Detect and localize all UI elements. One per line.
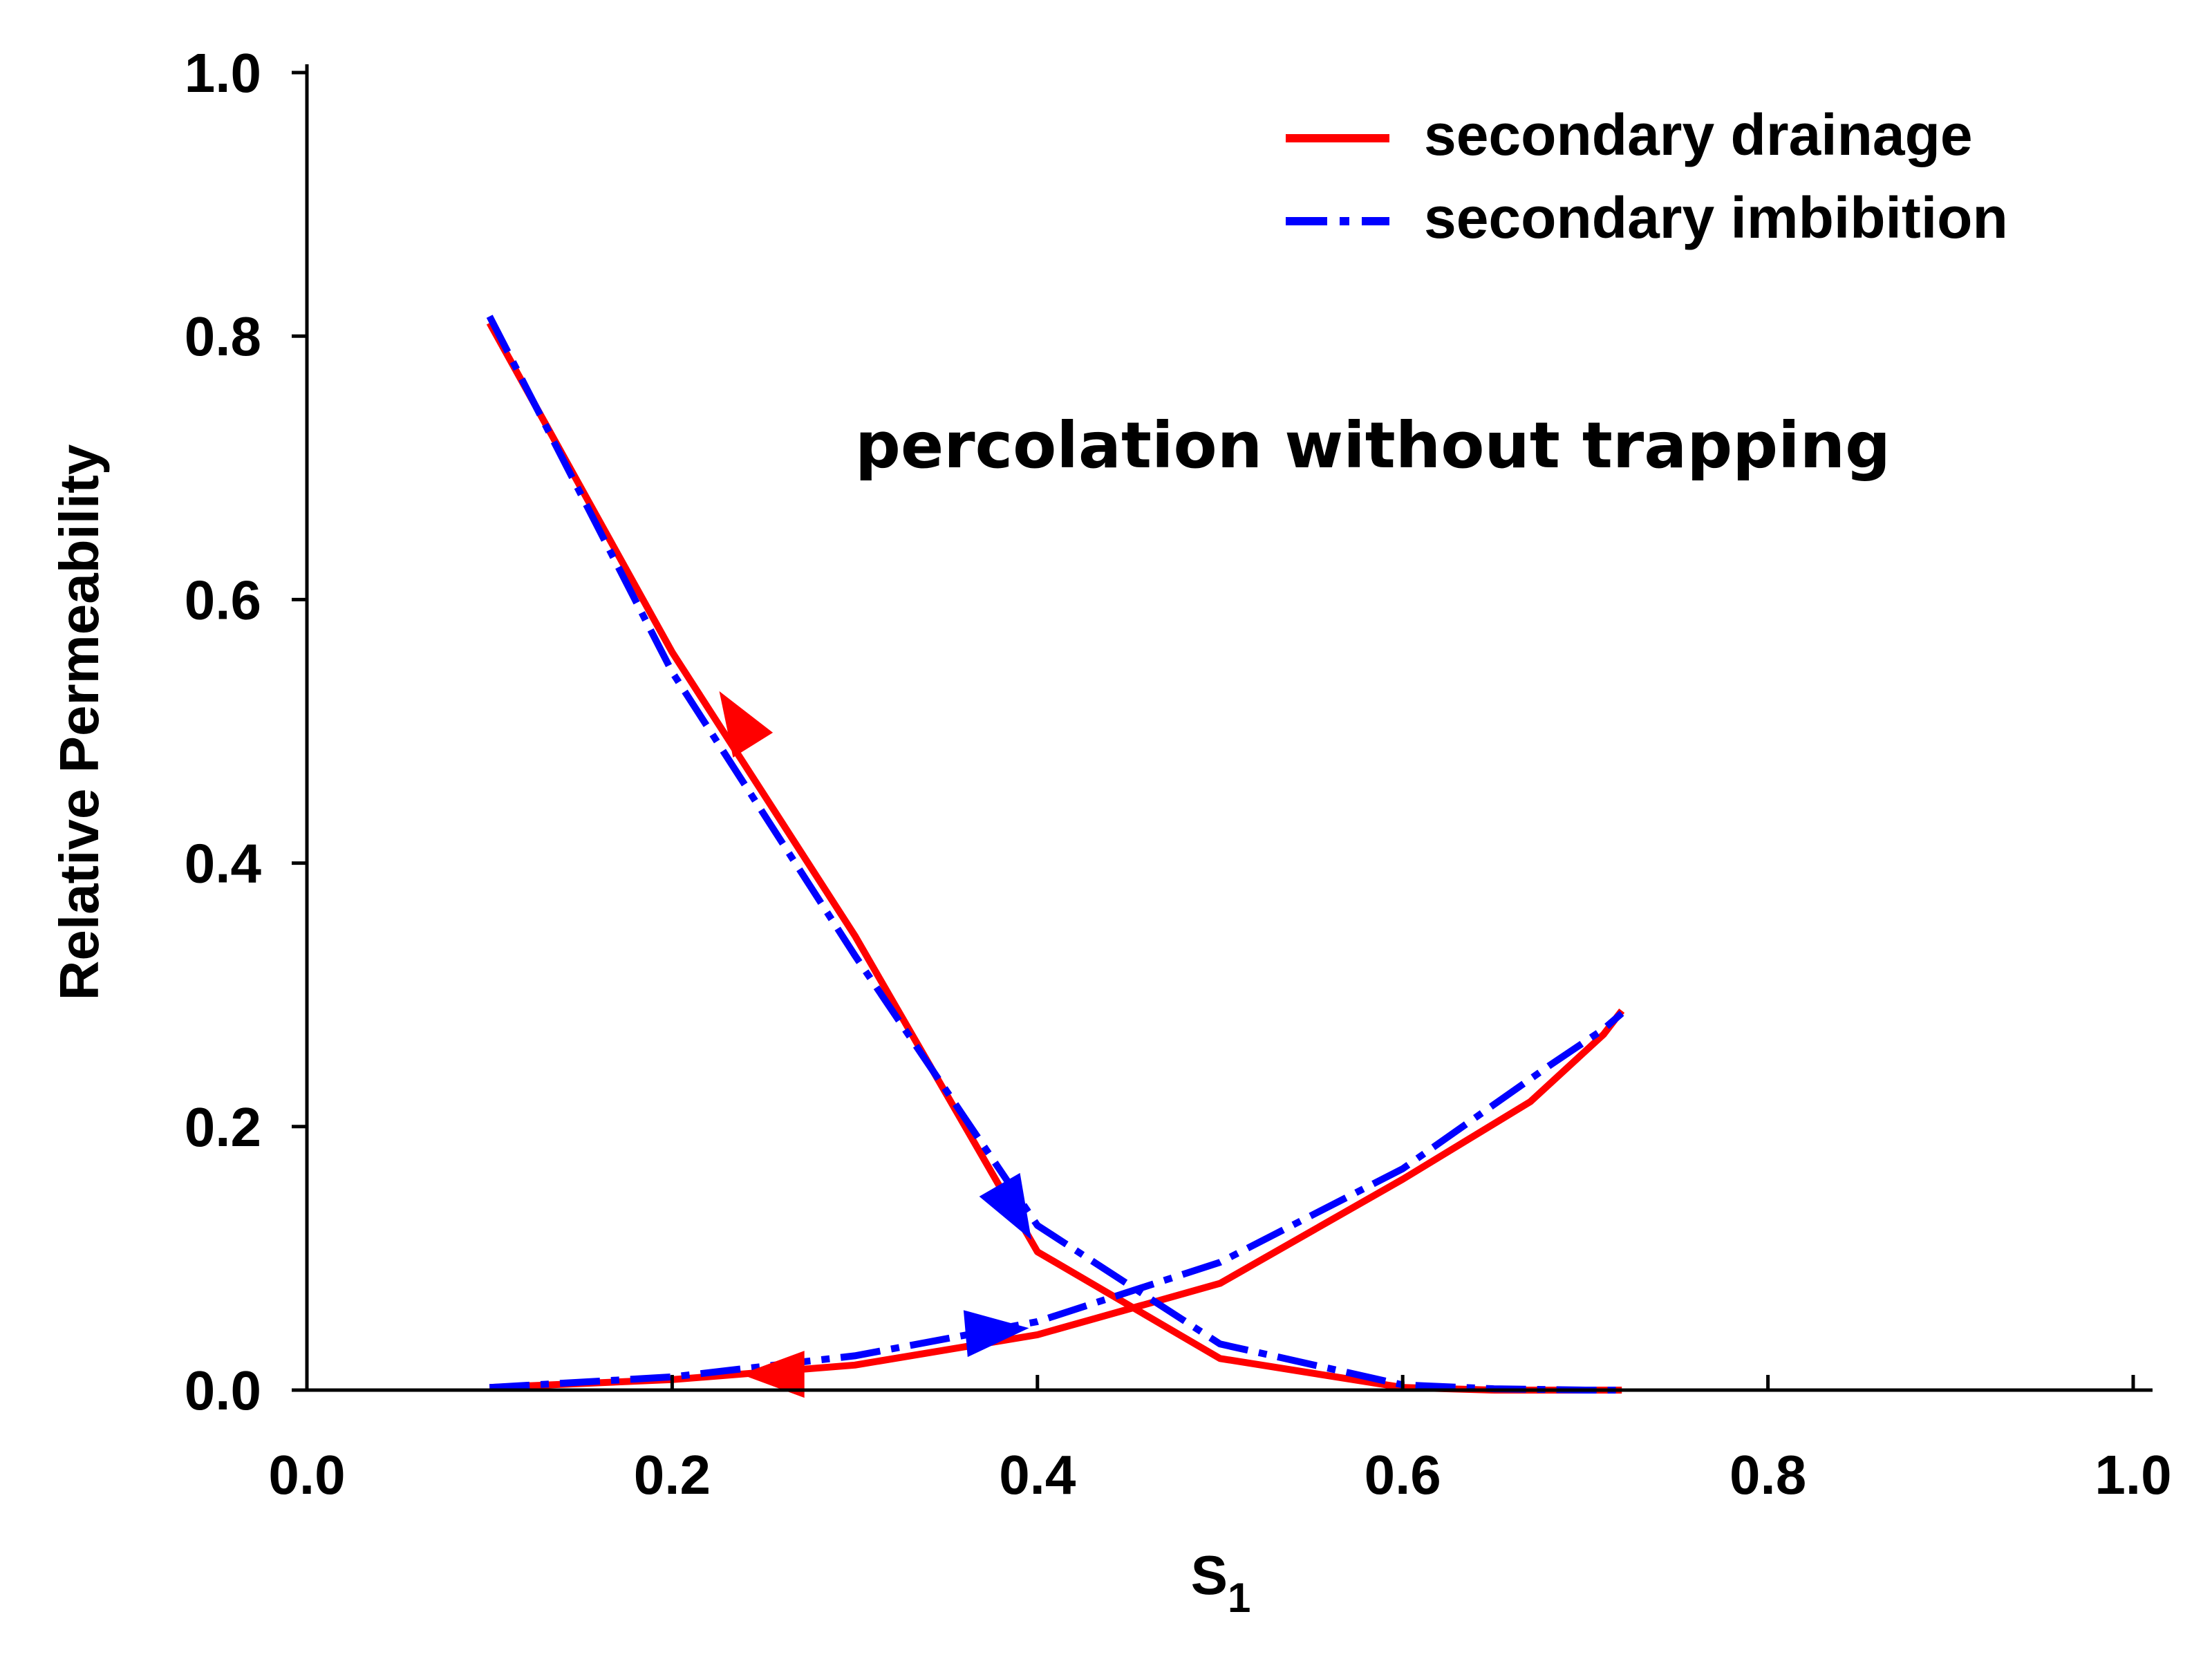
- direction-arrow-secondary-drainage: [719, 691, 774, 758]
- x-tick-label: 1.0: [2094, 1444, 2171, 1506]
- x-ticks: 0.0 0.2 0.4 0.6 0.8 1.0: [268, 1375, 2172, 1506]
- direction-arrow-secondary-drainage: [740, 1351, 805, 1398]
- legend: secondary drainage secondary imbibition: [1286, 102, 2008, 250]
- x-tick-label: 0.4: [999, 1444, 1076, 1506]
- x-tick-label: 0.2: [634, 1444, 711, 1506]
- legend-label-secondary-imbibition: secondary imbibition: [1424, 185, 2008, 250]
- y-axis-title: Relative Permeability: [48, 444, 110, 1000]
- chart-annotation: percolation without trapping: [855, 409, 1891, 482]
- x-tick-label: 0.6: [1365, 1444, 1441, 1506]
- x-axis-title: S1: [1191, 1544, 1251, 1621]
- direction-arrow-secondary-imbibition: [979, 1172, 1032, 1240]
- direction-arrow-secondary-imbibition: [963, 1310, 1029, 1358]
- x-axis-title-subscript: 1: [1228, 1575, 1250, 1621]
- x-tick-label: 0.8: [1730, 1444, 1806, 1506]
- y-tick-label: 0.8: [185, 306, 261, 367]
- series-line-secondary-imbibition-phase-2: [489, 1011, 1624, 1391]
- y-tick-label: 0.6: [185, 569, 261, 630]
- y-tick-label: 0.4: [185, 833, 262, 894]
- y-ticks: 0.0 0.2 0.4 0.6 0.8 1.0: [185, 42, 307, 1421]
- series-line-secondary-drainage-phase-2: [489, 1009, 1625, 1391]
- series-line-secondary-imbibition-phase-1: [486, 315, 1622, 1394]
- arrow-layer: [719, 691, 1032, 1398]
- x-axis-title-main: S: [1191, 1544, 1228, 1606]
- legend-label-secondary-drainage: secondary drainage: [1424, 102, 1973, 167]
- y-tick-label: 0.2: [185, 1096, 261, 1158]
- x-tick-label: 0.0: [268, 1444, 345, 1506]
- y-tick-label: 0.0: [185, 1360, 261, 1421]
- y-tick-label: 1.0: [185, 42, 261, 104]
- axes: 0.0 0.2 0.4 0.6 0.8 1.0 0.0 0.2 0.4 0.6 0.8 1.0: [185, 42, 2172, 1506]
